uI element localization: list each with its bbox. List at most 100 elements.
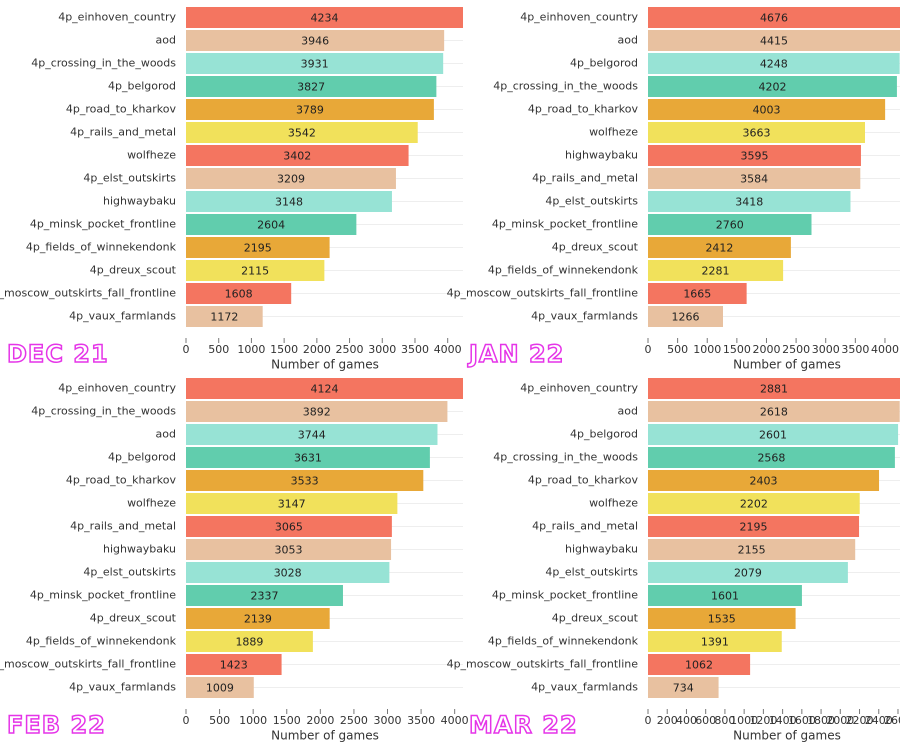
value-label: 3402 bbox=[283, 150, 311, 163]
value-label: 2155 bbox=[738, 544, 766, 557]
bar bbox=[648, 283, 747, 304]
value-label: 4248 bbox=[760, 58, 788, 71]
x-tick-label: 1000 bbox=[693, 343, 721, 356]
value-label: 2412 bbox=[705, 242, 733, 255]
x-tick-label: 3500 bbox=[841, 343, 869, 356]
category-label: highwaybaku bbox=[565, 149, 638, 162]
bar bbox=[648, 401, 900, 422]
bar bbox=[648, 493, 860, 514]
bar bbox=[186, 378, 463, 399]
bar bbox=[648, 306, 723, 327]
bar bbox=[186, 654, 282, 675]
value-label: 3053 bbox=[275, 544, 303, 557]
category-label: highwaybaku bbox=[103, 195, 176, 208]
bar bbox=[186, 631, 313, 652]
value-label: 3533 bbox=[291, 475, 319, 488]
category-label: 4p_belgorod bbox=[570, 57, 638, 70]
value-label: 1172 bbox=[210, 311, 238, 324]
x-tick-label: 1600 bbox=[788, 714, 816, 727]
x-tick-label: 3500 bbox=[401, 343, 429, 356]
value-label: 2079 bbox=[734, 567, 762, 580]
value-label: 1608 bbox=[225, 288, 253, 301]
panel-title: JAN 22 bbox=[467, 340, 564, 368]
value-label: 2115 bbox=[241, 265, 269, 278]
x-tick-label: 0 bbox=[183, 714, 190, 727]
value-label: 3418 bbox=[735, 196, 763, 209]
x-tick-label: 1000 bbox=[237, 343, 265, 356]
bar bbox=[648, 122, 865, 143]
bar bbox=[648, 562, 848, 583]
bar bbox=[186, 168, 396, 189]
value-label: 1665 bbox=[683, 288, 711, 301]
value-label: 4003 bbox=[753, 104, 781, 117]
category-label: wolfheze bbox=[127, 149, 176, 162]
bar bbox=[186, 237, 330, 258]
category-label: 4p_rails_and_metal bbox=[70, 520, 176, 533]
category-label: highwaybaku bbox=[565, 543, 638, 556]
category-label: 4p_moscow_outskirts_fall_frontline bbox=[0, 658, 176, 671]
value-label: 2281 bbox=[702, 265, 730, 278]
bar bbox=[186, 145, 409, 166]
bar bbox=[186, 447, 430, 468]
bar bbox=[648, 654, 751, 675]
x-tick-label: 4000 bbox=[441, 714, 469, 727]
panel-title: DEC 21 bbox=[7, 340, 109, 368]
bar bbox=[186, 585, 343, 606]
x-tick-label: 500 bbox=[209, 714, 230, 727]
x-tick-label: 3000 bbox=[374, 714, 402, 727]
x-tick-label: 1500 bbox=[723, 343, 751, 356]
value-label: 3744 bbox=[298, 429, 326, 442]
category-label: 4p_belgorod bbox=[108, 451, 176, 464]
value-label: 2195 bbox=[244, 242, 272, 255]
x-tick-label: 1500 bbox=[273, 714, 301, 727]
x-tick-label: 1400 bbox=[769, 714, 797, 727]
bar bbox=[186, 424, 438, 445]
x-tick-label: 800 bbox=[714, 714, 735, 727]
bar bbox=[648, 191, 851, 212]
bar bbox=[648, 378, 900, 399]
bar bbox=[648, 260, 784, 281]
panel-title: MAR 22 bbox=[469, 711, 578, 739]
bar bbox=[648, 539, 856, 560]
category-label: 4p_vaux_farmlands bbox=[69, 310, 176, 323]
value-label: 2337 bbox=[250, 590, 278, 603]
value-label: 2760 bbox=[716, 219, 744, 232]
x-axis-label: Number of games bbox=[733, 358, 841, 372]
bar bbox=[186, 608, 330, 629]
category-label: 4p_einhoven_country bbox=[520, 11, 638, 24]
x-tick-label: 400 bbox=[676, 714, 697, 727]
category-label: 4p_minsk_pocket_frontline bbox=[30, 218, 176, 231]
category-label: 4p_einhoven_country bbox=[58, 382, 176, 395]
category-label: 4p_elst_outskirts bbox=[83, 172, 176, 185]
x-tick-label: 2200 bbox=[846, 714, 874, 727]
bar bbox=[186, 493, 398, 514]
bar bbox=[186, 122, 418, 143]
category-label: 4p_moscow_outskirts_fall_frontline bbox=[0, 287, 176, 300]
x-axis-label: Number of games bbox=[271, 729, 379, 742]
bar bbox=[186, 306, 263, 327]
category-label: wolfheze bbox=[127, 497, 176, 510]
category-label: aod bbox=[156, 428, 176, 441]
value-label: 1266 bbox=[671, 311, 699, 324]
panel-title: FEB 22 bbox=[7, 711, 106, 739]
bar bbox=[186, 401, 448, 422]
value-label: 1535 bbox=[708, 613, 736, 626]
value-label: 1423 bbox=[220, 659, 248, 672]
category-label: 4p_rails_and_metal bbox=[70, 126, 176, 139]
x-tick-label: 500 bbox=[667, 343, 688, 356]
x-tick-label: 1500 bbox=[270, 343, 298, 356]
category-label: 4p_crossing_in_the_woods bbox=[493, 451, 638, 464]
value-label: 1009 bbox=[206, 682, 234, 695]
category-label: 4p_crossing_in_the_woods bbox=[493, 80, 638, 93]
category-label: aod bbox=[618, 405, 638, 418]
category-label: 4p_elst_outskirts bbox=[83, 566, 176, 579]
bar bbox=[648, 53, 900, 74]
bar bbox=[186, 30, 445, 51]
bar bbox=[186, 516, 392, 537]
bar bbox=[186, 470, 424, 491]
bar bbox=[186, 260, 325, 281]
value-label: 2202 bbox=[740, 498, 768, 511]
value-label: 4234 bbox=[311, 12, 339, 25]
value-label: 2601 bbox=[759, 429, 787, 442]
